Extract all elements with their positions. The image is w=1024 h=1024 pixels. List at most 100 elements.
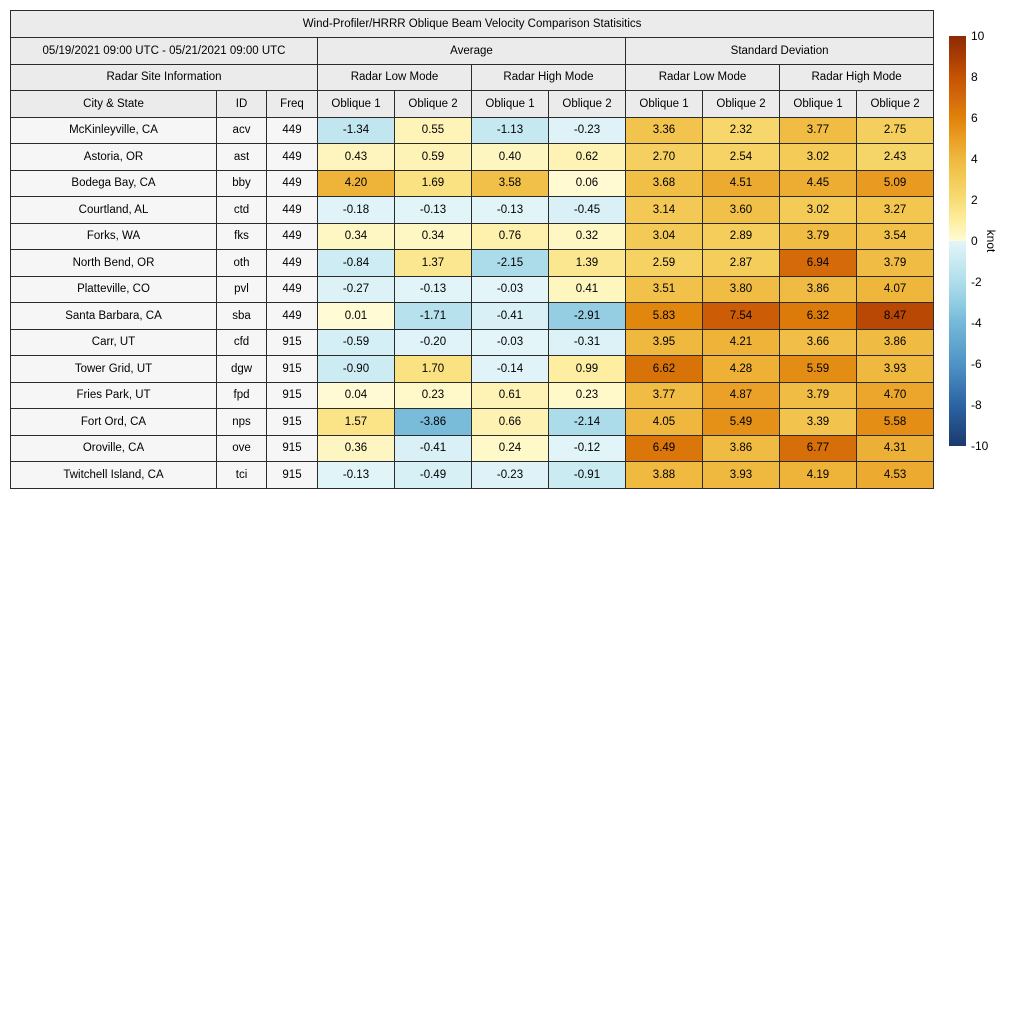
value-cell: -0.12 bbox=[548, 434, 626, 462]
table-row: Oroville, CA ove 915 0.36 -0.41 0.24 -0.12 6.49… bbox=[10, 434, 935, 462]
value-cell: -1.34 bbox=[317, 116, 395, 144]
city-cell: North Bend, OR bbox=[10, 249, 217, 277]
value-cell: -0.84 bbox=[317, 249, 395, 277]
city-cell: Courtland, AL bbox=[10, 196, 217, 224]
value-cell: 3.79 bbox=[779, 222, 857, 250]
city-cell: Tower Grid, UT bbox=[10, 355, 217, 383]
column-header-10: Oblique 2 bbox=[855, 90, 935, 118]
table-row: Platteville, CO pvl 449 -0.27 -0.13 -0.03 0.41… bbox=[10, 275, 935, 303]
column-header-1: ID bbox=[216, 90, 267, 118]
value-cell: -0.03 bbox=[471, 328, 549, 356]
value-cell: -0.13 bbox=[471, 196, 549, 224]
value-cell: -0.41 bbox=[471, 302, 549, 330]
value-cell: 0.76 bbox=[471, 222, 549, 250]
value-cell: -0.14 bbox=[471, 355, 549, 383]
value-cell: 6.77 bbox=[779, 434, 857, 462]
value-cell: 6.94 bbox=[779, 249, 857, 277]
value-cell: 4.31 bbox=[855, 434, 935, 462]
id-cell: oth bbox=[216, 249, 267, 277]
value-cell: 2.54 bbox=[702, 143, 780, 171]
value-cell: 2.89 bbox=[702, 222, 780, 250]
freq-cell: 915 bbox=[266, 461, 318, 489]
value-cell: 4.20 bbox=[317, 169, 395, 197]
value-cell: 4.51 bbox=[702, 169, 780, 197]
value-cell: 0.43 bbox=[317, 143, 395, 171]
value-cell: 4.53 bbox=[855, 461, 935, 489]
value-cell: 4.05 bbox=[625, 408, 703, 436]
value-cell: 3.79 bbox=[779, 381, 857, 409]
id-cell: fks bbox=[216, 222, 267, 250]
value-cell: -0.20 bbox=[394, 328, 472, 356]
table-row: Santa Barbara, CA sba 449 0.01 -1.71 -0.41 -2.… bbox=[10, 302, 935, 330]
value-cell: 0.41 bbox=[548, 275, 626, 303]
freq-cell: 449 bbox=[266, 116, 318, 144]
city-cell: Carr, UT bbox=[10, 328, 217, 356]
value-cell: 2.70 bbox=[625, 143, 703, 171]
colorbar-tick--10: -10 bbox=[971, 439, 989, 453]
value-cell: -0.27 bbox=[317, 275, 395, 303]
table-row: Fries Park, UT fpd 915 0.04 0.23 0.61 0.23 3.77… bbox=[10, 381, 935, 409]
value-cell: 7.54 bbox=[702, 302, 780, 330]
value-cell: -0.49 bbox=[394, 461, 472, 489]
value-cell: 3.95 bbox=[625, 328, 703, 356]
table-row: Courtland, AL ctd 449 -0.18 -0.13 -0.13 -0.45 3… bbox=[10, 196, 935, 224]
colorbar-tick-4: 4 bbox=[971, 152, 978, 166]
value-cell: 2.43 bbox=[855, 143, 935, 171]
id-cell: ove bbox=[216, 434, 267, 462]
value-cell: 3.86 bbox=[702, 434, 780, 462]
freq-cell: 449 bbox=[266, 222, 318, 250]
freq-cell: 915 bbox=[266, 328, 318, 356]
value-cell: 0.66 bbox=[471, 408, 549, 436]
value-cell: 0.34 bbox=[317, 222, 395, 250]
id-cell: dgw bbox=[216, 355, 267, 383]
value-cell: 3.58 bbox=[471, 169, 549, 197]
colorbar-tick-0: 0 bbox=[971, 234, 978, 248]
value-cell: -0.13 bbox=[394, 196, 472, 224]
freq-cell: 449 bbox=[266, 169, 318, 197]
value-cell: 3.68 bbox=[625, 169, 703, 197]
table-row: Forks, WA fks 449 0.34 0.34 0.76 0.32 3.04 2.89 3… bbox=[10, 222, 935, 250]
value-cell: 0.06 bbox=[548, 169, 626, 197]
city-cell: Platteville, CO bbox=[10, 275, 217, 303]
value-cell: 0.59 bbox=[394, 143, 472, 171]
mode-header-avg-high: Radar High Mode bbox=[471, 63, 626, 91]
column-header-9: Oblique 1 bbox=[779, 90, 857, 118]
value-cell: 5.58 bbox=[855, 408, 935, 436]
value-cell: -0.03 bbox=[471, 275, 549, 303]
group-header-standard-deviation: Standard Deviation bbox=[624, 37, 935, 65]
value-cell: 3.39 bbox=[779, 408, 857, 436]
value-cell: 3.93 bbox=[702, 461, 780, 489]
city-cell: Twitchell Island, CA bbox=[10, 461, 217, 489]
value-cell: 3.93 bbox=[855, 355, 935, 383]
value-cell: 5.49 bbox=[702, 408, 780, 436]
table-body: McKinleyville, CA acv 449 -1.34 0.55 -1.13 -0.… bbox=[10, 116, 935, 489]
value-cell: 3.02 bbox=[779, 143, 857, 171]
value-cell: 3.86 bbox=[855, 328, 935, 356]
mode-header-avg-low: Radar Low Mode bbox=[317, 63, 472, 91]
value-cell: 4.70 bbox=[855, 381, 935, 409]
value-cell: -0.13 bbox=[317, 461, 395, 489]
value-cell: 0.99 bbox=[548, 355, 626, 383]
id-cell: ast bbox=[216, 143, 267, 171]
colorbar-tick--2: -2 bbox=[971, 275, 982, 289]
city-cell: Fries Park, UT bbox=[10, 381, 217, 409]
value-cell: 5.09 bbox=[855, 169, 935, 197]
value-cell: 1.70 bbox=[394, 355, 472, 383]
column-header-0: City & State bbox=[10, 90, 217, 118]
colorbar-tick-10: 10 bbox=[971, 29, 985, 43]
site-info-header: Radar Site Information bbox=[10, 63, 318, 91]
value-cell: -0.41 bbox=[394, 434, 472, 462]
freq-cell: 915 bbox=[266, 381, 318, 409]
value-cell: -2.14 bbox=[548, 408, 626, 436]
mode-header-std-high: Radar High Mode bbox=[778, 63, 935, 91]
colorbar-tick-6: 6 bbox=[971, 111, 978, 125]
id-cell: pvl bbox=[216, 275, 267, 303]
id-cell: bby bbox=[216, 169, 267, 197]
value-cell: 3.27 bbox=[855, 196, 935, 224]
value-cell: -0.23 bbox=[548, 116, 626, 144]
value-cell: -0.13 bbox=[394, 275, 472, 303]
value-cell: 5.59 bbox=[779, 355, 857, 383]
freq-cell: 915 bbox=[266, 408, 318, 436]
value-cell: 0.55 bbox=[394, 116, 472, 144]
